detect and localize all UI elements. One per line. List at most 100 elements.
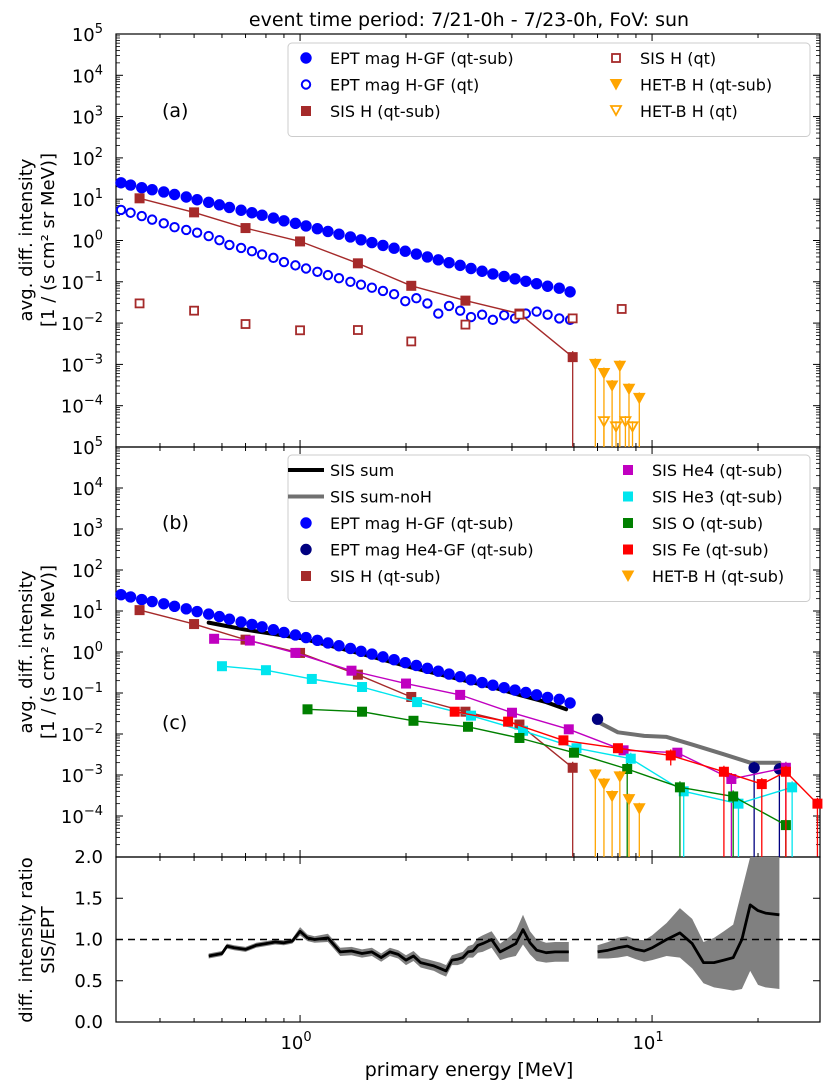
data-point-sis-fe-qt-sub [612, 743, 623, 754]
series-ept-mag-h-gf-qt-sub [115, 588, 576, 709]
y-tick-label: 102 [72, 558, 103, 582]
data-point-ept-mag-h-gf-qt-sub [509, 684, 521, 696]
data-point-ept-mag-h-gf-qt-sub [267, 623, 280, 636]
data-point-ept-mag-h-gf-qt [333, 273, 345, 284]
data-point-ept-mag-h-gf-qt-sub [344, 642, 357, 655]
data-point-ept-mag-h-gf-qt [366, 282, 378, 293]
data-point-ept-mag-h-gf-qt-sub [136, 593, 148, 606]
data-point-ept-mag-h-gf-qt-sub [553, 693, 565, 706]
data-point-ept-mag-h-gf-qt-sub [289, 217, 302, 230]
data-point-ept-mag-h-gf-qt-sub [410, 659, 423, 672]
legend-marker-ept-mag-h-gf-qt-sub [300, 517, 312, 529]
data-point-ept-mag-h-gf-qt-sub [300, 220, 312, 232]
y-tick-label: 103 [72, 517, 103, 541]
data-point-ept-mag-h-gf-qt-sub [541, 691, 554, 704]
legend-marker-sis-h-qt-sub [301, 571, 311, 581]
series-sis-fe-qt-sub [449, 706, 823, 857]
ratio-uncertainty-band [597, 857, 780, 991]
y-tick-label: 2.0 [74, 847, 103, 868]
legend-marker-sis-he3-qt-sub [623, 491, 633, 502]
y-tick-label: 10−3 [61, 763, 103, 787]
data-point-ept-mag-h-gf-qt-sub [454, 259, 466, 272]
data-point-ept-mag-h-gf-qt-sub [115, 177, 127, 189]
legend-box [287, 42, 811, 137]
panel-a-plot: 105 10−4 10−3 10−2 10−1 100 101 102 103 104 105 EPT… [61, 22, 821, 459]
data-point-ept-mag-h-gf-qt [191, 227, 203, 238]
data-point-ept-mag-h-gf-qt [411, 293, 422, 304]
data-point-ept-mag-h-gf-qt-sub [366, 648, 378, 660]
data-point-ept-mag-h-gf-qt-sub [388, 653, 400, 666]
legend-marker-het-b-h-qt-sub [609, 79, 623, 91]
data-point-sis-he4-qt-sub [455, 689, 466, 700]
data-point-ept-mag-h-gf-qt-sub [223, 201, 236, 214]
series-ept-mag-h-gf-qt-sub [115, 177, 576, 298]
data-point-ept-mag-h-gf-qt-sub [289, 629, 302, 641]
y-tick-label: 105 [72, 22, 103, 46]
data-point-sis-he4-qt-sub [290, 647, 301, 658]
series-ept-mag-he4-gf-qt-sub [591, 713, 786, 857]
data-point-ept-mag-h-gf-qt-sub [476, 676, 488, 689]
data-point-ept-mag-h-gf-qt-sub [124, 179, 137, 191]
data-point-ept-mag-h-gf-qt-sub [180, 603, 192, 615]
data-point-sis-o-qt-sub [302, 704, 313, 715]
data-point-ept-mag-h-gf-qt [498, 310, 510, 321]
x-axis-label: primary energy [MeV] [365, 1059, 574, 1081]
series-sis-he4-qt-sub [209, 633, 791, 857]
data-point-ept-mag-h-gf-qt [158, 218, 169, 229]
panel-c-plot: 0.0 0.5 1.0 1.5 2.0 100 101 [74, 847, 821, 1054]
legend-label-sis-sum-noh: SIS sum-noH [330, 488, 432, 507]
data-point-ept-mag-h-gf-qt-sub [180, 191, 192, 203]
data-point-ept-mag-h-gf-qt-sub [520, 275, 532, 287]
data-point-sis-h-qt-sub [134, 193, 145, 204]
data-point-ept-mag-h-gf-qt-sub [509, 273, 521, 285]
data-point-ept-mag-h-gf-qt-sub [498, 270, 510, 283]
data-point-sis-h-qt [353, 325, 363, 335]
data-point-sis-h-qt-sub [295, 236, 306, 247]
data-point-ept-mag-h-gf-qt-sub [158, 598, 170, 610]
data-point-ept-mag-h-gf-qt [465, 311, 477, 323]
legend-label-ept-mag-he4-gf-qt-sub: EPT mag He4-GF (qt-sub) [330, 541, 534, 560]
legend-marker-ept-mag-h-gf-qt [300, 79, 312, 90]
data-point-ept-mag-h-gf-qt-sub [256, 209, 268, 221]
panel-a-ylabel-2: [1 / (s cm² sr MeV)] [38, 153, 59, 327]
data-point-ept-mag-h-gf-qt-sub [377, 651, 389, 663]
data-point-ept-mag-h-gf-qt-sub [213, 610, 226, 623]
y-tick-label: 1.5 [74, 888, 103, 909]
legend-marker-het-b-h-qt [609, 105, 623, 117]
data-point-sis-h-qt [567, 313, 578, 324]
ratio-uncertainty-band [208, 914, 569, 977]
data-point-sis-h-qt [460, 319, 471, 330]
ratio-line [208, 928, 569, 973]
legend-marker-sis-h-qt [611, 53, 621, 63]
data-point-ept-mag-h-gf-qt [433, 308, 444, 319]
data-point-ept-mag-h-gf-qt-sub [191, 194, 203, 206]
data-point-ept-mag-h-gf-qt-sub [202, 196, 215, 209]
data-point-sis-he4-qt-sub [244, 635, 255, 646]
data-point-ept-mag-h-gf-qt-sub [322, 225, 334, 238]
data-point-ept-mag-h-gf-qt-sub [124, 591, 137, 603]
data-point-ept-mag-h-gf-qt [554, 313, 565, 324]
data-point-ept-mag-h-gf-qt-sub [410, 248, 423, 260]
legend-label-sis-fe-qt-sub: SIS Fe (qt-sub) [652, 541, 769, 560]
panel-c-ylabel-1: diff. intensity ratio [16, 857, 37, 1023]
panel-b-label: (b) [162, 512, 189, 534]
data-point-sis-h-qt-sub [406, 691, 417, 702]
data-point-ept-mag-h-gf-qt-sub [311, 223, 324, 235]
data-point-sis-he4-qt-sub [209, 633, 220, 644]
series-sis-h-qt [134, 298, 627, 347]
y-tick-label: 105 [72, 435, 103, 459]
data-point-ept-mag-h-gf-qt-sub [235, 616, 247, 628]
data-point-ept-mag-h-gf-qt-sub [168, 188, 181, 201]
data-point-ept-mag-h-gf-qt-sub [432, 665, 444, 677]
data-point-ept-mag-h-gf-qt [203, 230, 214, 242]
data-point-ept-mag-h-gf-qt [422, 298, 433, 309]
figure-title: event time period: 7/21-0h - 7/23-0h, Fo… [249, 9, 689, 31]
data-point-ept-mag-h-gf-qt [355, 279, 367, 290]
x-tick-label: 100 [280, 1030, 311, 1054]
data-point-ept-mag-h-gf-qt-sub [487, 268, 499, 280]
series-line-sis-he3-qt-sub [221, 665, 793, 805]
y-tick-label: 104 [72, 476, 103, 500]
data-point-ept-mag-h-gf-qt [400, 295, 411, 307]
data-point-ept-mag-h-gf-qt-sub [388, 242, 400, 254]
